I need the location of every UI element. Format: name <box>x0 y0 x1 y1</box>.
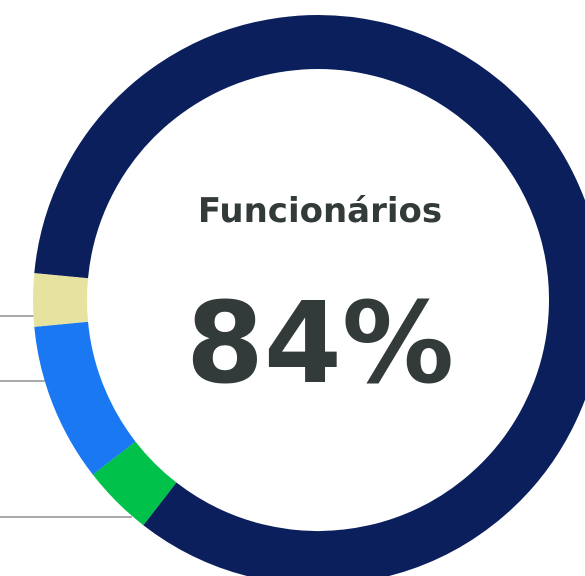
donut-segment <box>34 321 136 475</box>
donut-segment <box>34 15 585 576</box>
donut-segment <box>92 441 177 526</box>
donut-segment <box>33 273 89 327</box>
donut <box>33 15 585 576</box>
center-value: 84% <box>186 279 454 409</box>
chart-title: Funcionários <box>198 191 442 231</box>
